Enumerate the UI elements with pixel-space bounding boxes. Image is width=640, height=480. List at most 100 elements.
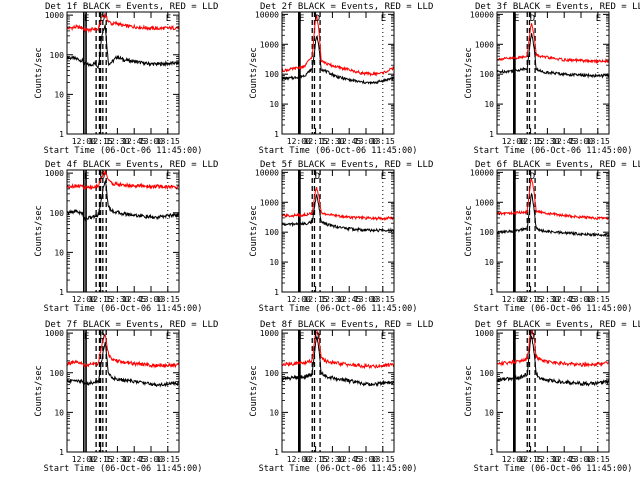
x-tick-label: 12:00	[72, 137, 96, 146]
x-tick-label: 12:00	[72, 295, 96, 304]
panel-title: Det 4f BLACK = Events, RED = LLD	[45, 160, 218, 170]
x-axis-label: Start Time (06-Oct-06 11:45:00)	[474, 304, 633, 314]
marker-d: D	[530, 332, 535, 342]
panel-title: Det 2f BLACK = Events, RED = LLD	[260, 2, 433, 12]
y-tick-label: 100	[265, 369, 280, 378]
series-line-events	[282, 336, 394, 387]
x-tick-label: 13:15	[371, 295, 395, 304]
y-tick-label: 1	[489, 130, 494, 139]
series-line-events	[67, 342, 179, 388]
y-tick-label: 100	[480, 369, 495, 378]
marker-e: E	[381, 14, 386, 24]
panel-det-3: Det 3f BLACK = Events, RED = LLD E D E 1 10 10…	[464, 2, 640, 156]
y-tick-label: 1	[489, 448, 494, 457]
x-axis-label: Start Time (06-Oct-06 11:45:00)	[44, 464, 203, 474]
series-line-events	[282, 35, 394, 85]
plot-frame	[496, 329, 610, 453]
panel-title: Det 5f BLACK = Events, RED = LLD	[260, 160, 433, 170]
y-tick-label: 100	[265, 70, 280, 79]
x-tick-label: 12:00	[72, 455, 96, 464]
marker-d: D	[530, 14, 535, 24]
y-tick-label: 1	[274, 288, 279, 297]
y-tick-label: 100	[480, 70, 495, 79]
x-tick-label: 13:15	[156, 455, 180, 464]
series-line-events	[497, 192, 609, 238]
plot-frame	[496, 11, 610, 135]
series-line-lld	[282, 330, 394, 370]
series-line-lld	[497, 178, 609, 221]
y-tick-label: 1000	[260, 329, 279, 338]
x-tick-label: 12:00	[287, 295, 311, 304]
x-tick-label: 12:30	[105, 455, 129, 464]
x-tick-label: 12:30	[105, 295, 129, 304]
panel-title: Det 1f BLACK = Events, RED = LLD	[45, 2, 218, 12]
marker-d: D	[315, 172, 320, 182]
y-tick-label: 1	[59, 448, 64, 457]
y-tick-label: 1000	[45, 169, 64, 178]
x-tick-label: 12:15	[89, 455, 113, 464]
marker-e: E	[514, 172, 519, 182]
x-tick-label: 12:45	[122, 295, 146, 304]
marker-e: E	[596, 172, 601, 182]
x-axis-label: Start Time (06-Oct-06 11:45:00)	[259, 304, 418, 314]
y-tick-label: 1000	[475, 329, 494, 338]
marker-e: E	[84, 172, 89, 182]
x-axis-label: Start Time (06-Oct-06 11:45:00)	[259, 464, 418, 474]
x-tick-label: 12:45	[552, 455, 576, 464]
plot-frame	[496, 169, 610, 293]
plot-frame	[281, 169, 395, 293]
x-tick-label: 13:15	[586, 295, 610, 304]
panel-det-5: Det 5f BLACK = Events, RED = LLD E D E 1 10 10…	[249, 160, 433, 314]
series-line-lld	[497, 330, 609, 368]
y-tick-label: 1000	[475, 198, 494, 207]
y-tick-label: 10	[54, 90, 64, 99]
x-tick-label: 12:45	[337, 455, 361, 464]
x-tick-label: 13:15	[371, 455, 395, 464]
y-tick-label: 10	[484, 408, 494, 417]
panel-title: Det 9f BLACK = Events, RED = LLD	[475, 320, 640, 330]
y-tick-label: 100	[50, 369, 65, 378]
x-tick-label: 12:00	[502, 455, 526, 464]
marker-e: E	[84, 332, 89, 342]
series-line-lld	[67, 170, 179, 191]
panel-det-2: Det 2f BLACK = Events, RED = LLD E D E 1 10 10…	[249, 2, 433, 156]
y-tick-label: 1000	[260, 198, 279, 207]
y-tick-label: 100	[265, 228, 280, 237]
series-line-events	[282, 194, 394, 233]
x-axis-label: Start Time (06-Oct-06 11:45:00)	[474, 146, 633, 156]
y-axis-label: Counts/sec	[464, 47, 474, 98]
x-tick-label: 12:15	[89, 137, 113, 146]
x-axis-label: Start Time (06-Oct-06 11:45:00)	[259, 146, 418, 156]
panel-det-9: Det 9f BLACK = Events, RED = LLD E D E 1 10 10…	[464, 320, 640, 474]
x-tick-label: 12:30	[535, 295, 559, 304]
panel-title: Det 8f BLACK = Events, RED = LLD	[260, 320, 433, 330]
marker-e: E	[166, 172, 171, 182]
marker-e: E	[299, 332, 304, 342]
marker-d: D	[315, 332, 320, 342]
y-tick-label: 10000	[255, 168, 279, 177]
y-tick-label: 10	[54, 248, 64, 257]
marker-e: E	[84, 14, 89, 24]
marker-e: E	[299, 172, 304, 182]
marker-d: D	[100, 172, 105, 182]
marker-e: E	[514, 332, 519, 342]
series-line-lld	[497, 23, 609, 64]
series-line-events	[67, 24, 179, 70]
marker-d: D	[315, 14, 320, 24]
y-tick-label: 10000	[255, 10, 279, 19]
y-tick-label: 10	[269, 408, 279, 417]
x-tick-label: 13:00	[569, 137, 593, 146]
plot-frame	[66, 11, 180, 135]
x-axis-label: Start Time (06-Oct-06 11:45:00)	[44, 146, 203, 156]
x-tick-label: 12:30	[320, 295, 344, 304]
x-tick-label: 12:15	[89, 295, 113, 304]
x-tick-label: 13:15	[586, 137, 610, 146]
x-tick-label: 12:15	[519, 455, 543, 464]
marker-d: D	[100, 14, 105, 24]
panel-det-6: Det 6f BLACK = Events, RED = LLD E D E 1 10 10…	[464, 160, 640, 314]
x-tick-label: 13:15	[371, 137, 395, 146]
marker-e: E	[381, 332, 386, 342]
series-line-lld	[282, 14, 394, 77]
x-tick-label: 12:45	[337, 295, 361, 304]
y-tick-label: 1	[274, 448, 279, 457]
